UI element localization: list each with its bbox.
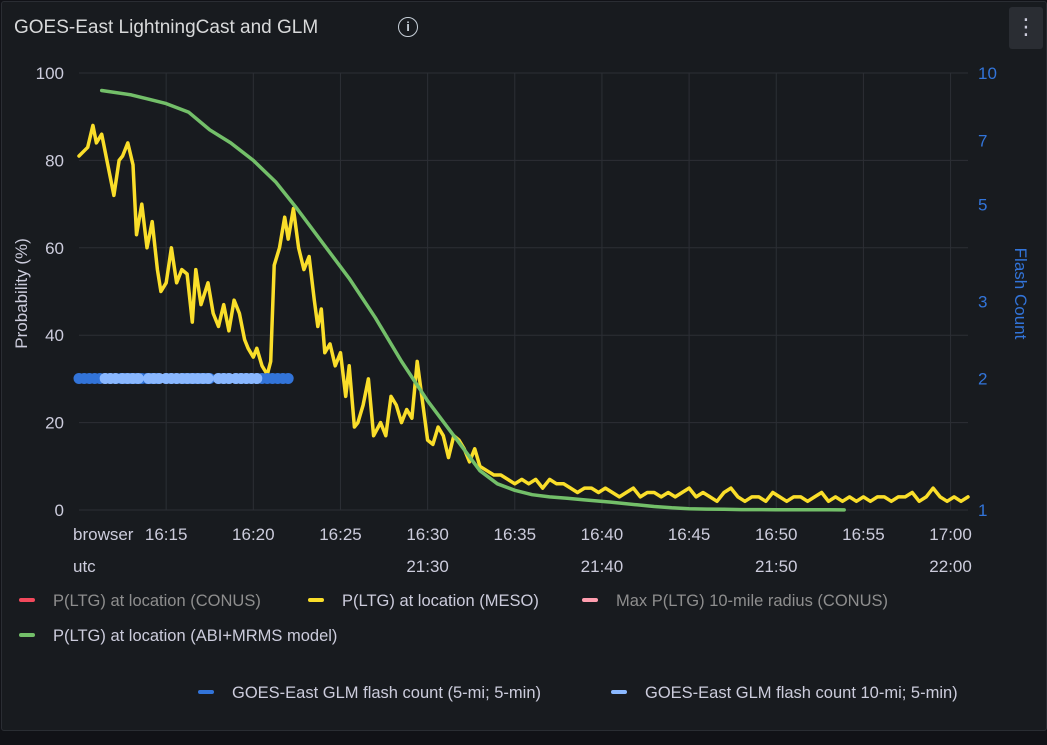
x-tick-label-utc: 22:00 <box>929 557 972 576</box>
legend-label-abi-model: P(LTG) at location (ABI+MRMS model) <box>53 627 338 645</box>
x-tick-label-utc: 21:50 <box>755 557 798 576</box>
y-left-axis-title: Probability (%) <box>12 238 31 349</box>
y-right-axis-title: Flash Count <box>1011 248 1030 340</box>
x-tick-label-browser: 16:20 <box>232 525 275 544</box>
x-row-label-utc: utc <box>73 557 96 576</box>
y-right-tick-label: 10 <box>978 64 997 83</box>
y-left-tick-label: 80 <box>45 151 64 170</box>
y-right-tick-label: 7 <box>978 132 987 151</box>
x-tick-label-browser: 16:50 <box>755 525 798 544</box>
x-tick-label-browser: 16:55 <box>842 525 885 544</box>
series-line-1 <box>99 88 846 512</box>
y-left-tick-label: 60 <box>45 239 64 258</box>
x-row-label-browser: browser <box>73 525 134 544</box>
y-right-tick-label: 2 <box>978 369 987 388</box>
legend-swatch-glm-5mi <box>198 690 214 695</box>
legend-label-max-conus: Max P(LTG) 10-mile radius (CONUS) <box>616 592 888 610</box>
legend-swatch-meso <box>308 598 324 603</box>
x-tick-label-browser: 16:40 <box>581 525 624 544</box>
y-right-tick-label: 3 <box>978 292 987 311</box>
legend-item-glm-10mi[interactable]: GOES-East GLM flash count 10-mi; 5-min) <box>611 684 958 703</box>
series-line-0 <box>77 123 970 504</box>
legend-label-glm-10mi: GOES-East GLM flash count 10-mi; 5-min) <box>645 684 958 702</box>
x-tick-label-browser: 16:35 <box>494 525 537 544</box>
glm-point-3 <box>132 372 144 384</box>
x-tick-label-browser: 16:25 <box>319 525 362 544</box>
x-tick-label-browser: 16:15 <box>145 525 188 544</box>
y-left-tick-label: 0 <box>55 501 64 520</box>
legend-item-glm-5mi[interactable]: GOES-East GLM flash count (5-mi; 5-min) <box>198 684 541 703</box>
legend-swatch-max-conus <box>582 598 598 603</box>
kebab-menu-icon[interactable]: ⋮ <box>1009 7 1043 49</box>
x-tick-label-utc: 21:30 <box>406 557 449 576</box>
panel-title: GOES-East LightningCast and GLM <box>14 17 319 38</box>
y-left-tick-label: 20 <box>45 414 64 433</box>
y-right-tick-label: 5 <box>978 196 987 215</box>
info-icon[interactable]: i <box>398 17 418 37</box>
y-right-tick-label: 1 <box>978 501 987 520</box>
legend-swatch-conus <box>19 598 35 603</box>
x-tick-label-browser: 17:00 <box>929 525 972 544</box>
legend-label-meso: P(LTG) at location (MESO) <box>342 592 539 610</box>
legend-label-glm-5mi: GOES-East GLM flash count (5-mi; 5-min) <box>232 684 541 702</box>
y-left-tick-label: 100 <box>36 64 64 83</box>
glm-point-3 <box>251 372 263 384</box>
chart-panel: GOES-East LightningCast and GLM i ⋮ <box>1 1 1047 731</box>
legend-item-abi-model[interactable]: P(LTG) at location (ABI+MRMS model) <box>19 627 337 646</box>
legend-item-meso[interactable]: P(LTG) at location (MESO) <box>308 592 539 611</box>
legend-swatch-glm-10mi <box>611 690 627 695</box>
legend-swatch-abi-model <box>19 633 35 638</box>
y-left-tick-label: 40 <box>45 326 64 345</box>
x-tick-label-browser: 16:45 <box>668 525 711 544</box>
legend-label-conus: P(LTG) at location (CONUS) <box>53 592 261 610</box>
glm-point-3 <box>202 372 214 384</box>
glm-point-2 <box>282 372 294 384</box>
x-tick-label-browser: 16:30 <box>406 525 449 544</box>
x-tick-label-utc: 21:40 <box>581 557 624 576</box>
legend-item-conus[interactable]: P(LTG) at location (CONUS) <box>19 592 261 611</box>
legend-item-max-conus[interactable]: Max P(LTG) 10-mile radius (CONUS) <box>582 592 888 611</box>
